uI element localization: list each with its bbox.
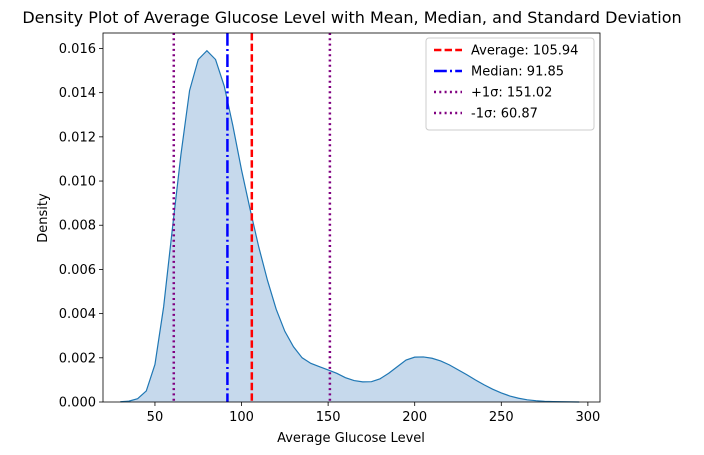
legend-label-2: +1σ: 151.02 — [471, 86, 552, 101]
x-axis-label: Average Glucose Level — [277, 431, 425, 446]
y-tick-label-5: 0.010 — [59, 175, 96, 190]
y-axis: 0.000 0.002 0.004 0.006 0.008 0.010 0.012 0.014… — [59, 42, 103, 411]
y-tick-label-4: 0.008 — [59, 219, 96, 234]
plot-area — [120, 33, 580, 403]
legend-label-3: -1σ: 60.87 — [471, 107, 538, 122]
x-tick-label-5: 300 — [575, 410, 600, 425]
plot-frame — [102, 32, 601, 403]
x-tick-label-3: 200 — [402, 410, 427, 425]
x-tick-label-0: 50 — [147, 410, 164, 425]
y-tick-label-7: 0.014 — [59, 86, 96, 101]
x-tick-label-1: 100 — [229, 410, 254, 425]
y-tick-label-0: 0.000 — [59, 396, 96, 411]
y-tick-label-3: 0.006 — [59, 263, 96, 278]
legend-label-1: Median: 91.85 — [471, 65, 564, 80]
y-tick-label-8: 0.016 — [59, 42, 96, 57]
chart-title: Density Plot of Average Glucose Level wi… — [22, 8, 681, 27]
x-axis: 50 100 150 200 250 300 — [147, 402, 600, 425]
density-line — [120, 49, 580, 403]
y-tick-label-2: 0.004 — [59, 307, 96, 322]
legend-box — [425, 37, 595, 131]
legend: Average: 105.94 Median: 91.85 +1σ: 151.02 -… — [425, 37, 595, 131]
x-tick-label-4: 250 — [489, 410, 514, 425]
y-tick-label-6: 0.012 — [59, 130, 96, 145]
y-tick-label-1: 0.002 — [59, 351, 96, 366]
legend-label-0: Average: 105.94 — [471, 44, 578, 59]
x-tick-label-2: 150 — [316, 410, 341, 425]
y-axis-label: Density — [36, 193, 51, 243]
